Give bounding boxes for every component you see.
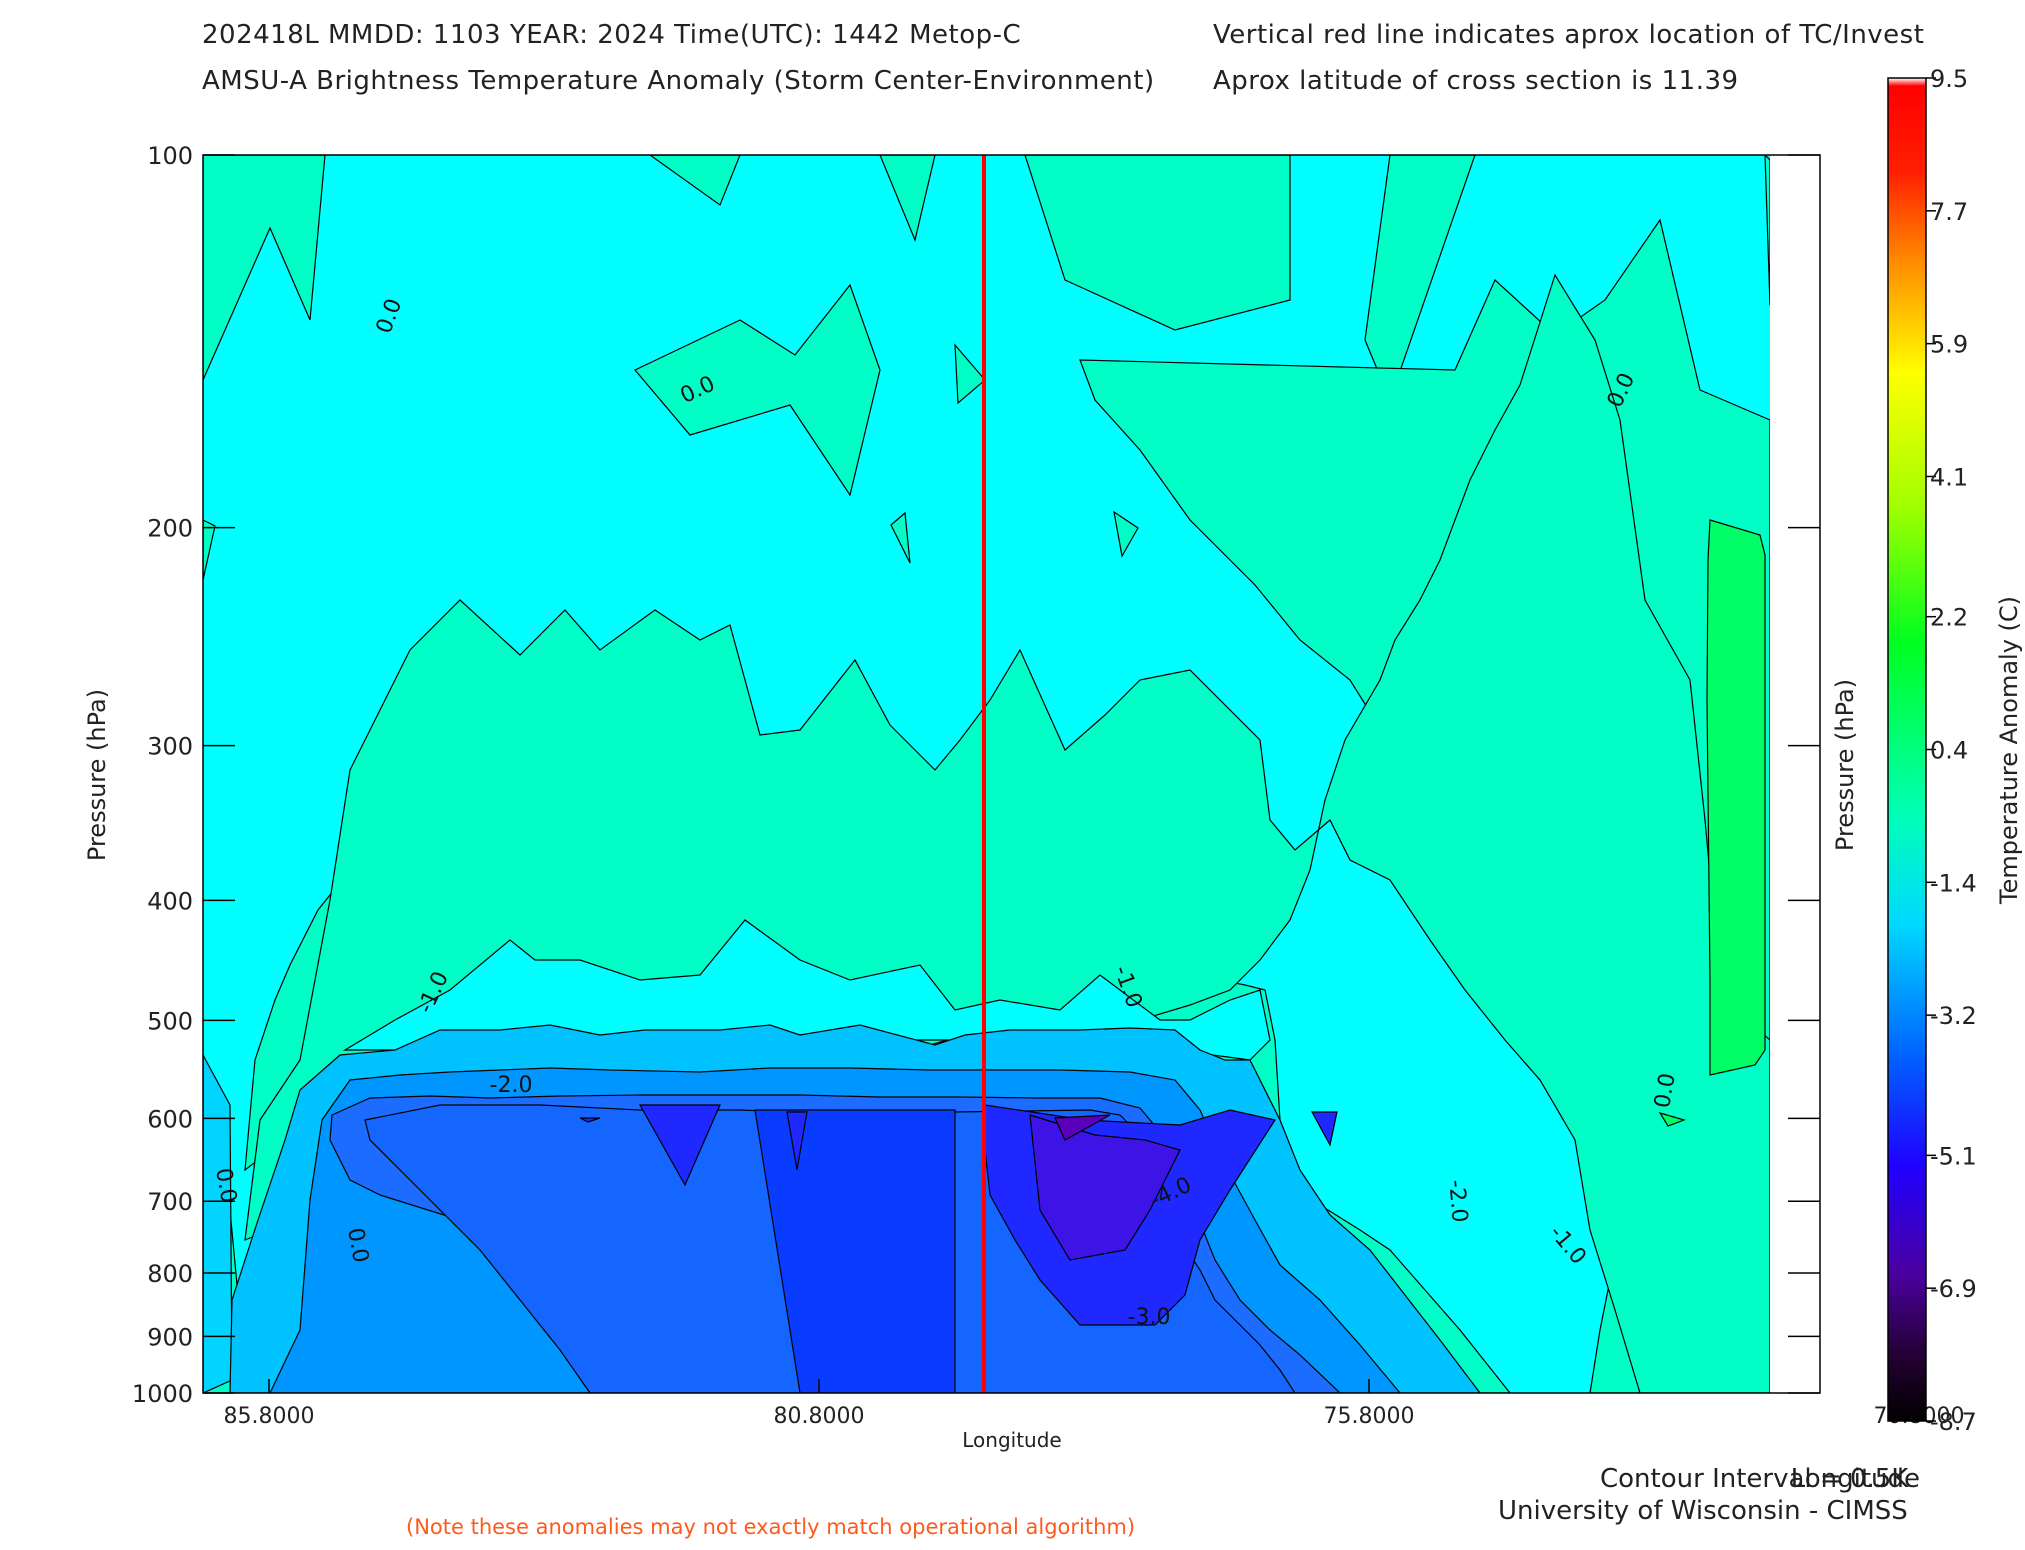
contour-label: -3.0 [1128,1305,1171,1330]
x-tick-label: 85.8000 [224,1404,315,1429]
y-tick-label: 700 [147,1188,193,1216]
header-line3: Vertical red line indicates aprox locati… [1213,20,1925,50]
contour-label: 0.0 [210,1166,241,1205]
y-axis-label: Pressure (hPa) [83,689,111,861]
islands [203,343,1139,581]
colorbar-tick-label: 2.2 [1930,604,1968,632]
y-tick-label: 500 [147,1007,193,1035]
colorbar-tick-label: 4.1 [1930,463,1968,491]
x-axis-label: Longitude [962,1428,1061,1452]
y-axis-label-right: Pressure (hPa) [1831,679,1859,851]
y-tick-label: 1000 [132,1380,193,1408]
x-tick-label: 75.8000 [1324,1404,1415,1429]
credit: University of Wisconsin - CIMSS [1498,1496,1908,1526]
x-axis-label-right: Longitude [1791,1464,1920,1494]
contour-label: -2.0 [1443,1179,1472,1224]
green-dot [1658,1111,1686,1127]
plot-frame [202,154,1821,1394]
colorbar [1887,77,1927,1422]
y-tick-label: 300 [147,733,193,761]
colorbar-tick-label: 5.9 [1930,331,1968,359]
colorbar-tick-label: 9.5 [1930,65,1968,93]
anomaly-field: 0.00.0 0.00.0-1.0 -1.0-1.00.0-2.0-2.0-4.0-… [203,155,1814,1393]
y-tick-label: 600 [147,1105,193,1133]
y-tick-label: 400 [147,887,193,915]
contour-interval: Contour Interval = 0.5K [1600,1464,1909,1494]
contour-label: -2.0 [490,1073,533,1098]
colorbar-label: Temperature Anomaly (C) [1995,596,2023,905]
green-band [1706,519,1766,1076]
cold-core [203,1024,1481,1393]
y-tick-label: 200 [147,515,193,543]
algorithm-note: (Note these anomalies may not exactly ma… [406,1515,1136,1539]
x-tick-label: 80.8000 [774,1404,865,1429]
colorbar-tick-label: -5.1 [1930,1142,1977,1170]
y-tick-label: 900 [147,1323,193,1351]
header-line4: Aprox latitude of cross section is 11.39 [1213,66,1739,96]
contour-label: 0.0 [1650,1071,1681,1110]
colorbar-tick-label: -6.9 [1930,1275,1977,1303]
contour-label: 0.0 [1783,264,1814,303]
header-line1: 202418L MMDD: 1103 YEAR: 2024 Time(UTC):… [202,20,1022,50]
colorbar-tick-label: 7.7 [1930,198,1968,226]
contour-label: 0.0 [342,1226,373,1265]
y-tick-label: 100 [147,142,193,170]
colorbar-tick-label: 0.4 [1930,737,1968,765]
colorbar-tick-label: -3.2 [1930,1002,1977,1030]
colorbar-tick-label: -1.4 [1930,869,1977,897]
colorbar-tick-label: -8.7 [1930,1408,1977,1436]
y-axis-ticks: 100 200 300 400 500 600 700 800 900 1000 [132,142,1820,1408]
colorbar-ticks: 9.5 7.7 5.9 4.1 2.2 0.4 -1.4 -3.2 -5.1 -6.9 -8.7 [1926,65,1977,1436]
header-line2: AMSU-A Brightness Temperature Anomaly (S… [202,66,1155,96]
y-tick-label: 800 [147,1260,193,1288]
